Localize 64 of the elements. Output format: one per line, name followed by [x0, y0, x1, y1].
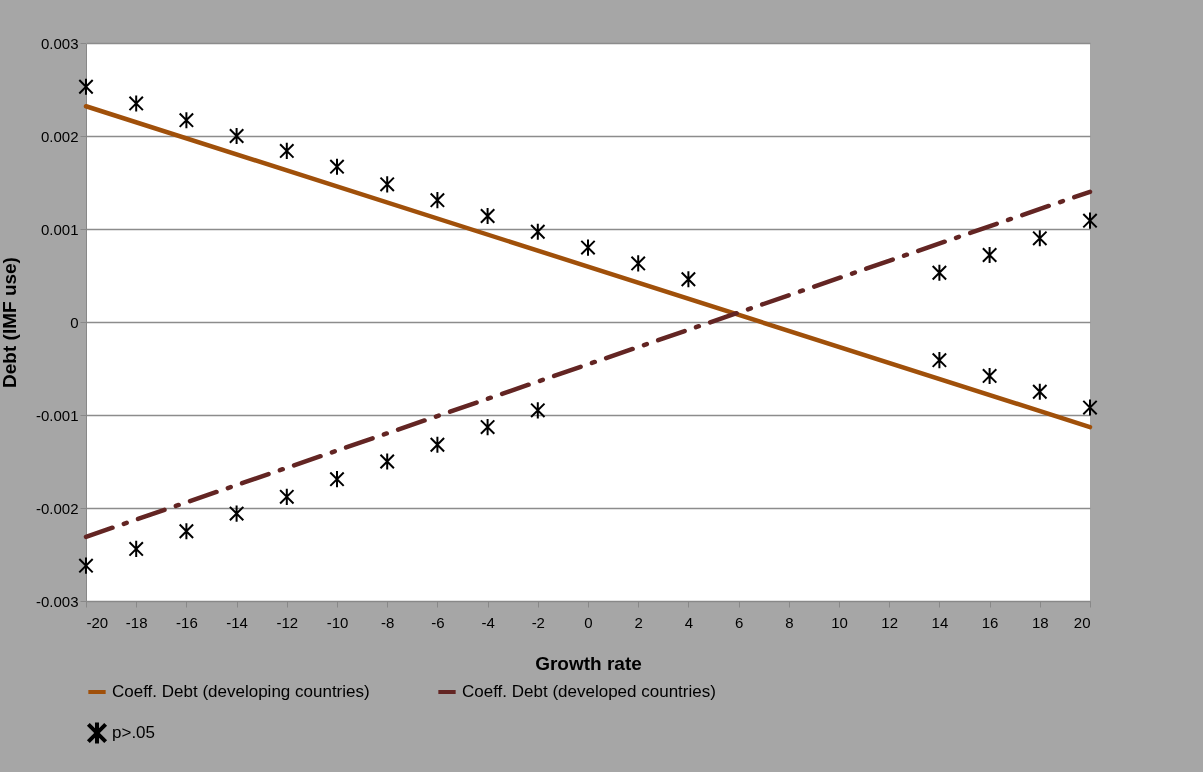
x-tick-label: -8 — [381, 613, 395, 631]
x-tick-label: 16 — [981, 613, 999, 631]
x-tick-label: 14 — [931, 613, 949, 631]
point — [329, 157, 345, 176]
point — [128, 539, 144, 558]
x-tick-label: 20 — [1073, 613, 1091, 631]
point — [228, 504, 245, 523]
point — [379, 175, 395, 194]
point — [78, 556, 94, 575]
point — [429, 435, 446, 454]
y-tick-label: 0.003 — [40, 34, 79, 52]
point — [279, 487, 295, 506]
point — [479, 418, 496, 437]
x-tick-label: -6 — [431, 613, 445, 631]
point — [981, 245, 998, 265]
point — [931, 263, 948, 282]
y-axis-title: Debt (IMF use) — [0, 257, 20, 388]
x-tick-label: 4 — [684, 613, 694, 631]
point — [630, 254, 646, 273]
point — [178, 111, 195, 130]
x-tick-label: -14 — [226, 613, 248, 631]
x-tick-label: -12 — [276, 613, 299, 631]
point — [329, 470, 345, 489]
point — [530, 222, 546, 241]
x-tick-label: 8 — [785, 613, 794, 631]
x-axis-title: Growth rate — [535, 652, 642, 674]
point — [680, 270, 697, 289]
y-tick-label: 0 — [70, 313, 79, 331]
x-tick-label: 18 — [1031, 613, 1049, 631]
point — [178, 522, 195, 541]
point — [981, 366, 998, 385]
x-tick-label: -2 — [531, 613, 545, 631]
x-tick-label: -4 — [481, 613, 495, 631]
x-tick-label: -16 — [176, 613, 198, 631]
x-tick-label: 0 — [584, 613, 593, 631]
legend-label: Coeff. Debt (developing countries) — [112, 682, 370, 701]
x-tick-label: 12 — [881, 613, 899, 631]
point — [931, 351, 948, 370]
x-tick-label: 6 — [734, 613, 744, 631]
y-tick-label: -0.002 — [35, 499, 79, 517]
y-tick-label: 0.002 — [40, 127, 79, 145]
x-tick-label: -10 — [326, 613, 349, 631]
point — [1032, 382, 1048, 401]
point — [1082, 398, 1098, 417]
legend-label: Coeff. Debt (developed countries) — [462, 682, 716, 701]
point — [228, 126, 245, 146]
x-tick-label: 2 — [634, 613, 643, 631]
y-tick-label: -0.003 — [35, 592, 79, 610]
x-tick-label: -20 — [86, 613, 109, 631]
point — [128, 94, 144, 113]
point — [479, 206, 496, 226]
x-tick-label: -18 — [125, 613, 148, 631]
point — [530, 401, 546, 420]
y-tick-label: -0.001 — [35, 406, 79, 424]
x-tick-label: 10 — [831, 613, 848, 631]
legend-label: p>.05 — [112, 723, 156, 742]
y-tick-label: 0.001 — [40, 220, 79, 238]
point — [78, 77, 94, 96]
point — [279, 141, 295, 160]
point — [379, 452, 395, 471]
point — [1032, 229, 1048, 248]
point — [1082, 211, 1098, 230]
point — [580, 238, 596, 257]
point — [429, 191, 446, 210]
